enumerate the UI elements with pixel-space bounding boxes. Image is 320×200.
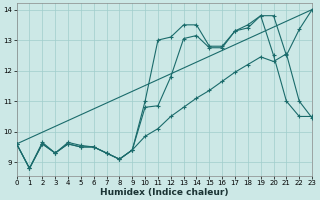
X-axis label: Humidex (Indice chaleur): Humidex (Indice chaleur) [100, 188, 228, 197]
